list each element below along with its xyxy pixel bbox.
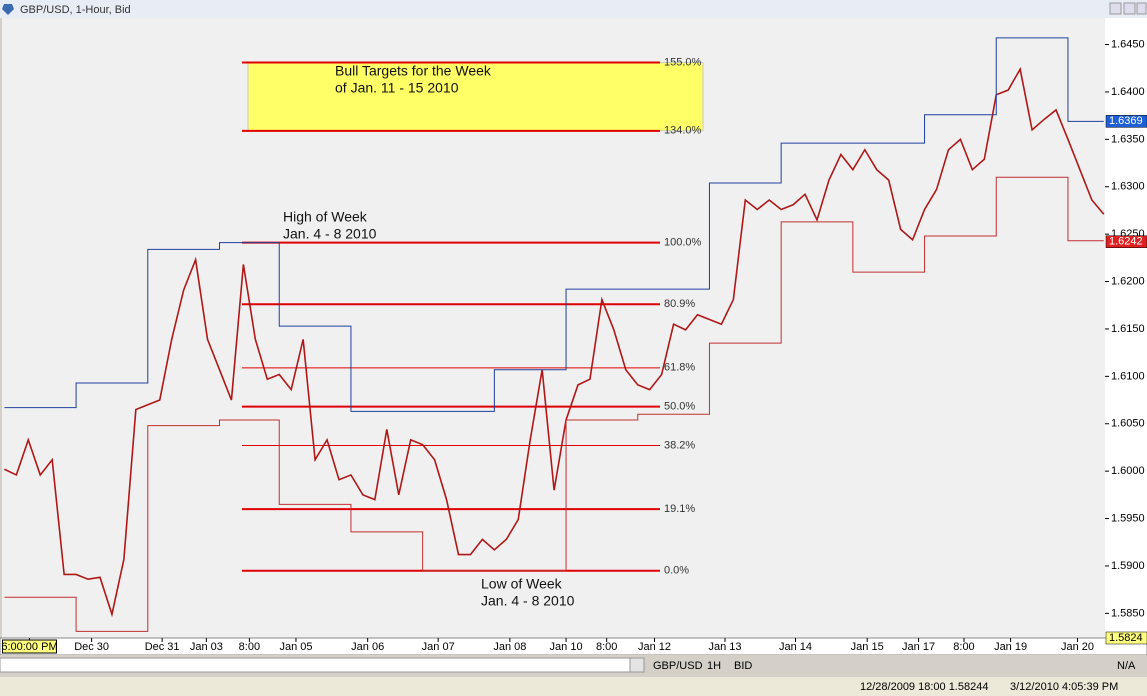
- fib-level-label: 50.0%: [664, 401, 695, 413]
- y-tick-label: 1.6350: [1111, 133, 1145, 145]
- annotation: Jan. 4 - 8 2010: [481, 593, 575, 609]
- x-tick-label: Jan 08: [493, 641, 526, 653]
- x-tick-label: Jan 13: [708, 641, 741, 653]
- minimize-button[interactable]: [1109, 2, 1122, 15]
- x-tick-label: Jan 15: [851, 641, 884, 653]
- annotation: Bull Targets for the Week: [335, 63, 492, 79]
- price-label: 1.5824: [1109, 632, 1143, 644]
- status-dropdown[interactable]: N/A: [1117, 660, 1136, 672]
- x-tick-label: Jan 20: [1061, 641, 1094, 653]
- price-label: 1.6369: [1109, 115, 1143, 127]
- y-tick-label: 1.6100: [1111, 370, 1145, 382]
- status-left: 12/28/2009 18:00 1.58244: [860, 681, 988, 693]
- symbol-dropdown[interactable]: GBP/USD: [653, 660, 703, 672]
- x-tick-label: Jan 17: [902, 641, 935, 653]
- y-tick-label: 1.6150: [1111, 323, 1145, 335]
- y-tick-label: 1.5900: [1111, 560, 1145, 572]
- y-tick-label: 1.6450: [1111, 38, 1145, 50]
- price-line: [4, 66, 1105, 618]
- price-label-box: [1105, 235, 1147, 248]
- title-bar: [0, 0, 1147, 18]
- side-dropdown[interactable]: BID: [734, 660, 752, 672]
- x-tick-label: Jan 05: [279, 641, 312, 653]
- fib-level-label: 38.2%: [664, 439, 695, 451]
- status-bar: [0, 677, 1147, 696]
- y-tick-label: 1.6400: [1111, 86, 1145, 98]
- x-tick-label: 6:00:00 PM: [1, 641, 57, 653]
- cursor-label-box: [1, 639, 57, 654]
- x-tick-label: Jan 10: [550, 641, 583, 653]
- y-tick-label: 1.5950: [1111, 512, 1145, 524]
- y-tick-label: 1.6300: [1111, 181, 1145, 193]
- y-tick-label: 1.6050: [1111, 418, 1145, 430]
- x-tick-label: Jan 06: [351, 641, 384, 653]
- x-tick-label: Jan 07: [422, 641, 455, 653]
- scroll-right[interactable]: [629, 657, 645, 673]
- x-tick-label: Jan 14: [779, 641, 812, 653]
- price-label: 1.6242: [1109, 236, 1143, 248]
- x-tick-label: Dec 30: [74, 641, 109, 653]
- x-tick-label: Jan 19: [994, 641, 1027, 653]
- fib-level-label: 155.0%: [664, 56, 702, 68]
- annotation: High of Week: [283, 209, 368, 225]
- x-tick-label: Dec 31: [145, 641, 180, 653]
- annotation: of Jan. 11 - 15 2010: [335, 80, 459, 96]
- close-button[interactable]: [1136, 2, 1147, 15]
- fib-level-label: 80.9%: [664, 298, 695, 310]
- y-tick-label: 1.6000: [1111, 465, 1145, 477]
- fib-level-label: 134.0%: [664, 125, 702, 137]
- chart: 1.5850 1.5900 1.5950 1.6000 1.6050 1.6100 1.61…: [1, 37, 1147, 654]
- annotation: Jan. 4 - 8 2010: [283, 226, 377, 242]
- annotation: Low of Week: [481, 576, 563, 592]
- price-label-box: [1105, 631, 1147, 645]
- x-tick-label: Jan 03: [190, 641, 223, 653]
- price-label-box: [1105, 115, 1147, 128]
- x-tick-label: 8:00: [953, 641, 974, 653]
- maximize-button[interactable]: [1123, 2, 1136, 15]
- scrollbar[interactable]: [0, 657, 641, 673]
- channel-line: [4, 176, 1104, 632]
- x-tick-label: 8:00: [239, 641, 260, 653]
- target-zone: [247, 62, 704, 132]
- channel-line: [4, 37, 1104, 412]
- fib-level-label: 100.0%: [664, 237, 702, 249]
- x-tick-label: 8:00: [596, 641, 617, 653]
- y-tick-label: 1.6200: [1111, 275, 1145, 287]
- fib-level-label: 61.8%: [664, 362, 695, 374]
- status-right: 3/12/2010 4:05:39 PM: [1010, 681, 1118, 693]
- x-tick-label: Jan 12: [638, 641, 671, 653]
- y-tick-label: 1.5850: [1111, 607, 1145, 619]
- fib-level-label: 0.0%: [664, 565, 689, 577]
- window-title: GBP/USD, 1-Hour, Bid: [20, 4, 131, 16]
- app-icon: [2, 4, 14, 15]
- period-dropdown[interactable]: 1H: [707, 660, 721, 672]
- fib-level-label: 19.1%: [664, 503, 695, 515]
